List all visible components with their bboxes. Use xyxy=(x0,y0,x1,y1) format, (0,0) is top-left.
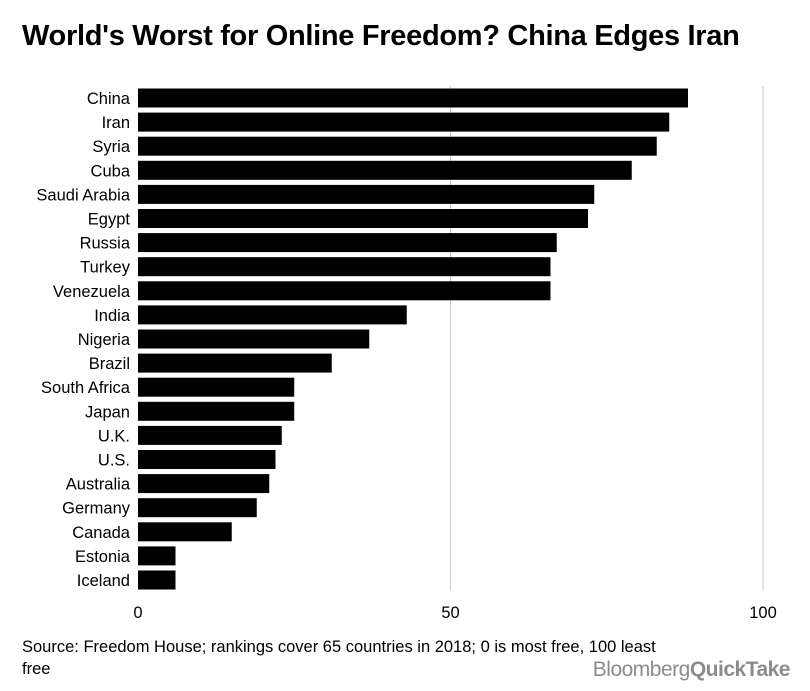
bar xyxy=(138,329,370,349)
bar xyxy=(138,112,670,132)
bar xyxy=(138,425,282,445)
bar xyxy=(138,160,632,180)
category-label: Nigeria xyxy=(78,331,131,349)
bar xyxy=(138,184,595,204)
category-label: Venezuela xyxy=(53,283,131,301)
category-label: Cuba xyxy=(91,162,131,180)
bar xyxy=(138,209,588,228)
category-label: China xyxy=(87,90,131,108)
x-tick-label: 100 xyxy=(749,604,777,622)
bar xyxy=(138,546,176,566)
bar xyxy=(138,257,551,277)
category-label: U.S. xyxy=(98,452,130,470)
category-label: Canada xyxy=(72,524,131,542)
bar xyxy=(138,522,232,542)
category-label: Saudi Arabia xyxy=(36,186,130,204)
bar xyxy=(138,281,551,301)
chart-title: World's Worst for Online Freedom? China … xyxy=(22,20,740,52)
x-tick-label: 50 xyxy=(441,604,459,622)
category-label: Brazil xyxy=(89,355,130,373)
category-label: Australia xyxy=(66,476,131,494)
category-label: Syria xyxy=(92,138,130,156)
category-label: Turkey xyxy=(80,259,131,277)
bloomberg-quicktake-logo: BloombergQuickTake xyxy=(592,658,791,682)
category-label: Egypt xyxy=(88,211,131,229)
bar xyxy=(138,401,295,421)
category-label: Iran xyxy=(102,114,130,132)
bar xyxy=(138,377,295,397)
category-label: South Africa xyxy=(41,379,131,397)
bar xyxy=(138,498,257,518)
bar xyxy=(138,136,657,156)
bar xyxy=(138,305,407,325)
category-label: Estonia xyxy=(75,548,131,566)
category-label: Japan xyxy=(85,403,130,421)
category-label: India xyxy=(94,307,131,325)
bar xyxy=(138,450,276,469)
bar xyxy=(138,570,176,590)
bar xyxy=(138,474,270,494)
category-labels: China Iran Syria Cuba Saudi Arabia Egypt Russi… xyxy=(36,90,130,590)
x-axis-ticks: 0 50 100 xyxy=(133,604,776,622)
category-label: U.K. xyxy=(98,427,130,445)
bars xyxy=(138,88,688,590)
source-note: Source: Freedom House; rankings cover 65… xyxy=(22,638,656,678)
category-label: Germany xyxy=(62,500,131,518)
bar xyxy=(138,353,332,373)
bar xyxy=(138,88,688,108)
x-tick-label: 0 xyxy=(133,604,142,622)
category-label: Russia xyxy=(80,235,131,253)
category-label: Iceland xyxy=(77,572,130,590)
logo-product: QuickTake xyxy=(689,658,791,681)
bar xyxy=(138,233,557,253)
logo-brand: Bloomberg xyxy=(592,658,691,681)
